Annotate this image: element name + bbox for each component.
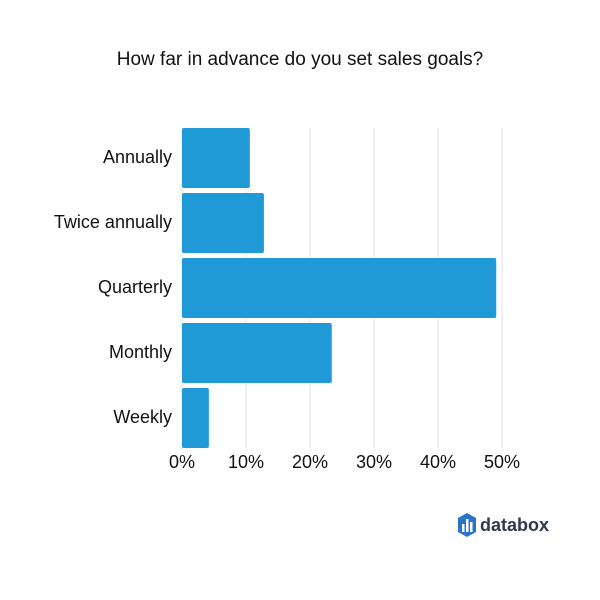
bar xyxy=(182,388,209,448)
x-tick-label: 50% xyxy=(484,452,520,472)
y-tick-label: Annually xyxy=(103,147,172,167)
brand-name: databox xyxy=(480,515,549,535)
logo-bar xyxy=(466,519,469,532)
x-tick-label: 20% xyxy=(292,452,328,472)
logo-bar xyxy=(470,522,473,532)
x-tick-label: 30% xyxy=(356,452,392,472)
y-tick-label: Monthly xyxy=(109,342,172,362)
x-tick-label: 40% xyxy=(420,452,456,472)
logo-bar xyxy=(462,524,465,532)
x-tick-label: 0% xyxy=(169,452,195,472)
bar xyxy=(182,258,497,318)
bar xyxy=(182,323,332,383)
y-tick-label: Weekly xyxy=(113,407,172,427)
y-tick-label: Twice annually xyxy=(54,212,172,232)
bar xyxy=(182,128,250,188)
chart-title: How far in advance do you set sales goal… xyxy=(117,49,484,70)
bar xyxy=(182,193,264,253)
y-tick-label: Quarterly xyxy=(98,277,172,297)
x-tick-label: 10% xyxy=(228,452,264,472)
brand-logo: databox xyxy=(458,513,549,537)
